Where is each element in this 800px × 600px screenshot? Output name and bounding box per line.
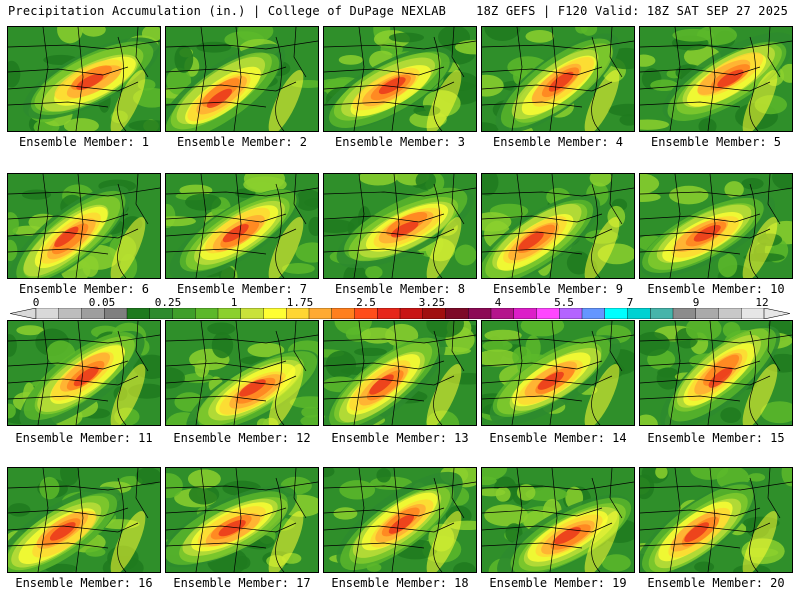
map-panel-member-6: [7, 173, 161, 279]
member-label-2: Ensemble Member: 2: [176, 135, 308, 149]
colorbar-tick-9: 7: [626, 296, 634, 309]
map-panel-member-2: [165, 26, 319, 132]
member-label-13: Ensemble Member: 13: [331, 431, 469, 445]
colorbar-tick-10: 9: [692, 296, 700, 309]
colorbar: [10, 308, 790, 319]
member-label-19: Ensemble Member: 19: [489, 576, 627, 590]
member-label-10: Ensemble Member: 10: [647, 282, 785, 296]
colorbar-tick-1: 0.05: [88, 296, 116, 309]
member-label-4: Ensemble Member: 4: [492, 135, 624, 149]
member-label-3: Ensemble Member: 3: [334, 135, 466, 149]
map-panel-member-18: [323, 467, 477, 573]
member-label-8: Ensemble Member: 8: [334, 282, 466, 296]
member-label-9: Ensemble Member: 9: [492, 282, 624, 296]
member-label-12: Ensemble Member: 12: [173, 431, 311, 445]
map-panel-member-3: [323, 26, 477, 132]
map-panel-member-5: [639, 26, 793, 132]
map-panel-member-9: [481, 173, 635, 279]
map-panel-member-15: [639, 320, 793, 426]
title-right: 18Z GEFS | F120 Valid: 18Z SAT SEP 27 20…: [476, 4, 788, 18]
member-label-7: Ensemble Member: 7: [176, 282, 308, 296]
member-label-11: Ensemble Member: 11: [15, 431, 153, 445]
map-panel-member-17: [165, 467, 319, 573]
colorbar-tick-11: 12: [755, 296, 769, 309]
title-left: Precipitation Accumulation (in.) | Colle…: [8, 4, 447, 18]
member-label-1: Ensemble Member: 1: [18, 135, 150, 149]
map-panel-member-20: [639, 467, 793, 573]
map-panel-member-10: [639, 173, 793, 279]
map-panel-member-12: [165, 320, 319, 426]
map-panel-member-7: [165, 173, 319, 279]
map-panel-member-1: [7, 26, 161, 132]
member-label-16: Ensemble Member: 16: [15, 576, 153, 590]
map-panel-member-8: [323, 173, 477, 279]
colorbar-tick-0: 0: [32, 296, 40, 309]
map-panel-member-16: [7, 467, 161, 573]
colorbar-tick-5: 2.5: [356, 296, 376, 309]
colorbar-tick-8: 5.5: [554, 296, 574, 309]
member-label-6: Ensemble Member: 6: [18, 282, 150, 296]
colorbar-tick-7: 4: [494, 296, 502, 309]
map-panel-member-11: [7, 320, 161, 426]
colorbar-tick-3: 1: [230, 296, 238, 309]
member-label-5: Ensemble Member: 5: [650, 135, 782, 149]
colorbar-tick-4: 1.75: [286, 296, 314, 309]
member-label-18: Ensemble Member: 18: [331, 576, 469, 590]
member-label-15: Ensemble Member: 15: [647, 431, 785, 445]
colorbar-tick-2: 0.25: [154, 296, 182, 309]
map-panel-member-4: [481, 26, 635, 132]
member-label-14: Ensemble Member: 14: [489, 431, 627, 445]
map-panel-member-19: [481, 467, 635, 573]
map-panel-member-14: [481, 320, 635, 426]
map-panel-member-13: [323, 320, 477, 426]
member-label-17: Ensemble Member: 17: [173, 576, 311, 590]
colorbar-tick-6: 3.25: [418, 296, 446, 309]
member-label-20: Ensemble Member: 20: [647, 576, 785, 590]
